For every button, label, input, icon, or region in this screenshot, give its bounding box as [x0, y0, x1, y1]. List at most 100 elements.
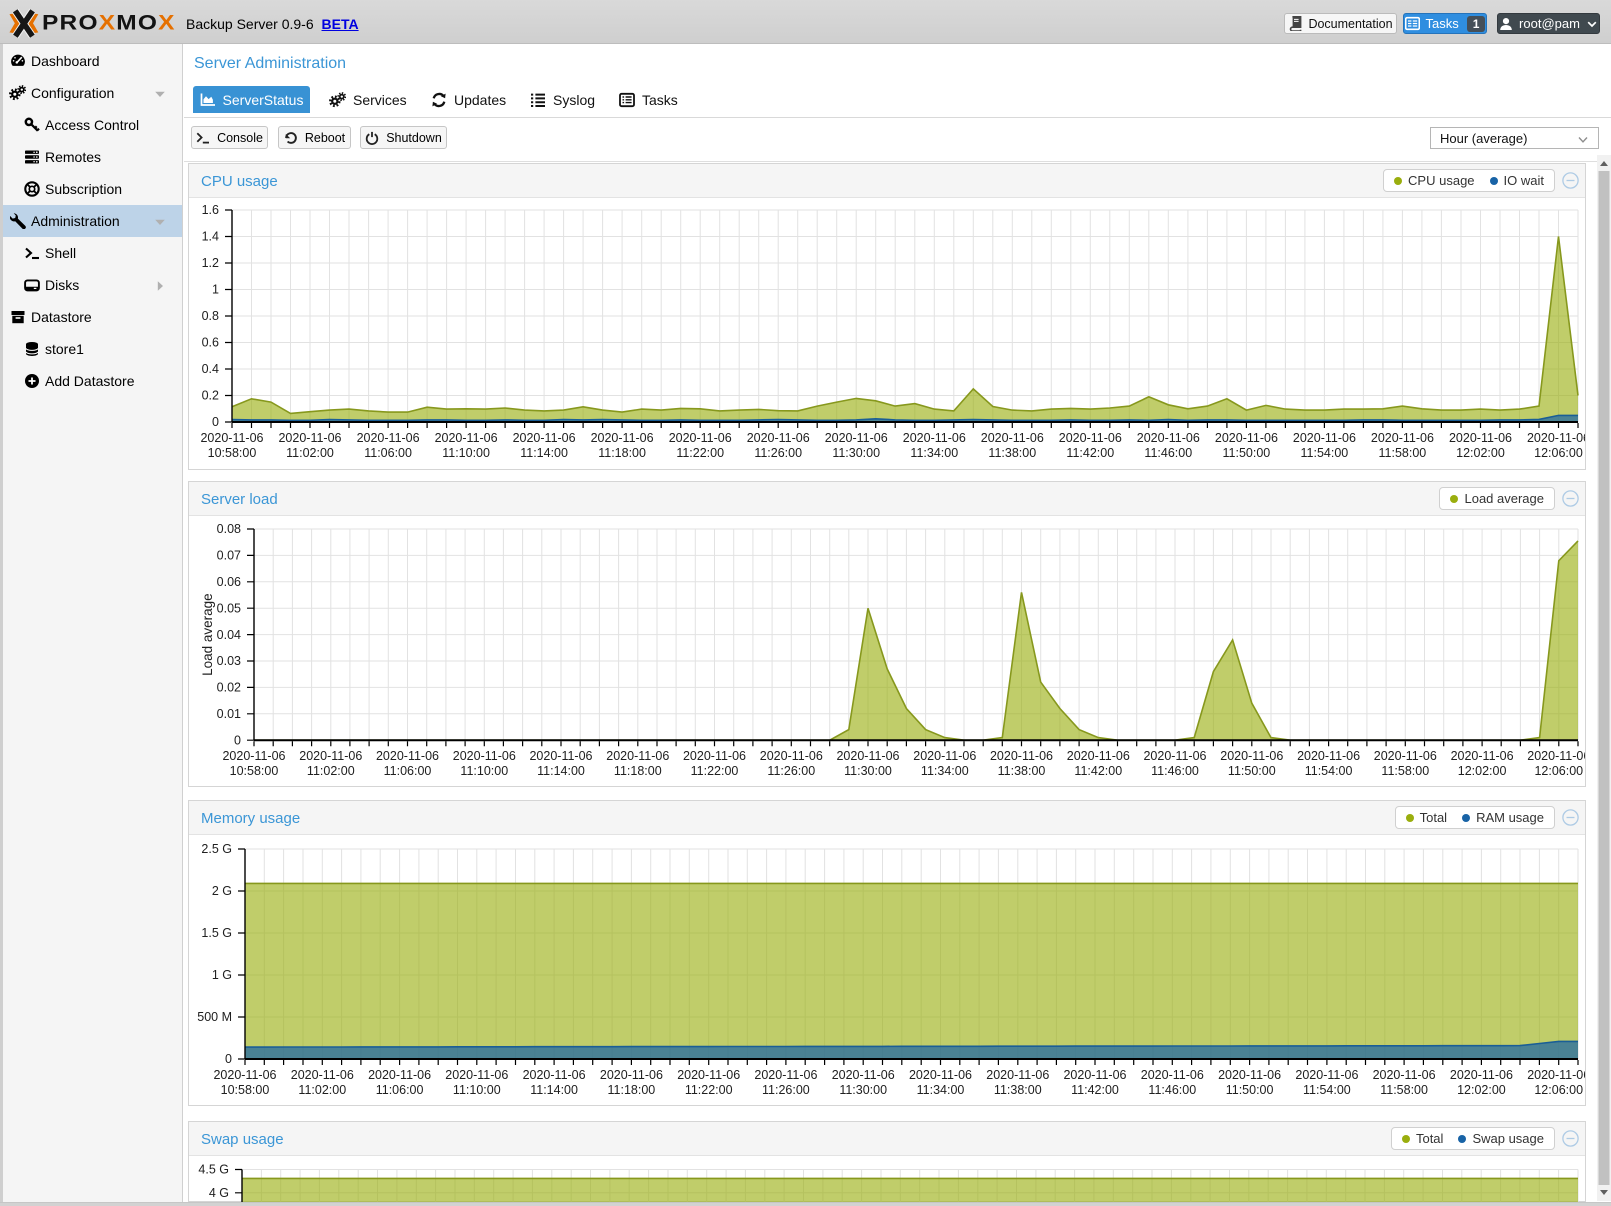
- svg-text:11:02:00: 11:02:00: [298, 1083, 346, 1097]
- svg-text:2020-11-06: 2020-11-06: [903, 431, 966, 445]
- svg-text:0.8: 0.8: [202, 309, 219, 323]
- svg-text:1 G: 1 G: [212, 968, 232, 982]
- svg-text:2020-11-06: 2020-11-06: [832, 1068, 895, 1082]
- svg-text:0.07: 0.07: [217, 549, 241, 563]
- svg-text:11:22:00: 11:22:00: [676, 446, 724, 460]
- svg-text:11:50:00: 11:50:00: [1228, 764, 1276, 778]
- svg-text:2020-11-06: 2020-11-06: [1067, 749, 1130, 763]
- svg-text:2020-11-06: 2020-11-06: [606, 749, 669, 763]
- svg-text:2020-11-06: 2020-11-06: [453, 749, 516, 763]
- svg-text:11:54:00: 11:54:00: [1303, 1083, 1351, 1097]
- svg-text:11:10:00: 11:10:00: [453, 1083, 501, 1097]
- svg-text:11:42:00: 11:42:00: [1071, 1083, 1119, 1097]
- svg-text:0: 0: [212, 415, 219, 429]
- svg-text:11:26:00: 11:26:00: [762, 1083, 810, 1097]
- svg-text:11:18:00: 11:18:00: [608, 1083, 656, 1097]
- svg-text:1.2: 1.2: [202, 256, 219, 270]
- svg-text:0: 0: [225, 1052, 232, 1066]
- svg-text:2020-11-06: 2020-11-06: [1215, 431, 1278, 445]
- svg-text:2020-11-06: 2020-11-06: [1063, 1068, 1126, 1082]
- svg-text:2020-11-06: 2020-11-06: [1527, 749, 1585, 763]
- svg-text:11:22:00: 11:22:00: [691, 764, 739, 778]
- svg-text:2020-11-06: 2020-11-06: [990, 749, 1053, 763]
- svg-text:12:06:00: 12:06:00: [1534, 446, 1583, 460]
- svg-text:2020-11-06: 2020-11-06: [1141, 1068, 1204, 1082]
- svg-text:11:06:00: 11:06:00: [376, 1083, 424, 1097]
- svg-text:11:46:00: 11:46:00: [1151, 764, 1199, 778]
- svg-text:500 M: 500 M: [197, 1010, 232, 1024]
- svg-text:10:58:00: 10:58:00: [230, 764, 279, 778]
- svg-text:2 G: 2 G: [212, 884, 232, 898]
- svg-text:10:58:00: 10:58:00: [221, 1083, 270, 1097]
- svg-text:2020-11-06: 2020-11-06: [683, 749, 746, 763]
- svg-text:2020-11-06: 2020-11-06: [278, 431, 341, 445]
- svg-text:11:58:00: 11:58:00: [1379, 446, 1427, 460]
- svg-text:11:58:00: 11:58:00: [1381, 764, 1429, 778]
- svg-text:11:10:00: 11:10:00: [442, 446, 490, 460]
- svg-text:0.04: 0.04: [217, 628, 241, 642]
- svg-text:11:54:00: 11:54:00: [1305, 764, 1353, 778]
- svg-text:2020-11-06: 2020-11-06: [1220, 749, 1283, 763]
- svg-text:2020-11-06: 2020-11-06: [1143, 749, 1206, 763]
- svg-text:2020-11-06: 2020-11-06: [825, 431, 888, 445]
- svg-text:11:46:00: 11:46:00: [1148, 1083, 1196, 1097]
- svg-text:2020-11-06: 2020-11-06: [200, 431, 263, 445]
- svg-text:2020-11-06: 2020-11-06: [913, 749, 976, 763]
- svg-text:2020-11-06: 2020-11-06: [747, 431, 810, 445]
- svg-text:1.4: 1.4: [202, 230, 219, 244]
- svg-text:12:02:00: 12:02:00: [1456, 446, 1505, 460]
- svg-text:0.6: 0.6: [202, 336, 219, 350]
- svg-text:2020-11-06: 2020-11-06: [445, 1068, 508, 1082]
- svg-text:11:30:00: 11:30:00: [832, 446, 880, 460]
- svg-text:0: 0: [234, 733, 241, 747]
- svg-text:11:50:00: 11:50:00: [1226, 1083, 1274, 1097]
- svg-text:2020-11-06: 2020-11-06: [1137, 431, 1200, 445]
- svg-text:2020-11-06: 2020-11-06: [1374, 749, 1437, 763]
- svg-text:11:06:00: 11:06:00: [364, 446, 412, 460]
- svg-text:11:38:00: 11:38:00: [998, 764, 1046, 778]
- svg-text:0.03: 0.03: [217, 654, 241, 668]
- svg-text:2020-11-06: 2020-11-06: [600, 1068, 663, 1082]
- svg-text:2020-11-06: 2020-11-06: [1373, 1068, 1436, 1082]
- svg-text:11:26:00: 11:26:00: [754, 446, 802, 460]
- svg-text:11:42:00: 11:42:00: [1066, 446, 1114, 460]
- svg-text:11:06:00: 11:06:00: [384, 764, 432, 778]
- svg-text:11:38:00: 11:38:00: [994, 1083, 1042, 1097]
- svg-text:11:50:00: 11:50:00: [1223, 446, 1271, 460]
- svg-text:2020-11-06: 2020-11-06: [291, 1068, 354, 1082]
- svg-text:2020-11-06: 2020-11-06: [368, 1068, 431, 1082]
- svg-text:11:30:00: 11:30:00: [839, 1083, 887, 1097]
- svg-text:Load average: Load average: [200, 593, 215, 676]
- svg-text:11:54:00: 11:54:00: [1301, 446, 1349, 460]
- svg-text:2020-11-06: 2020-11-06: [523, 1068, 586, 1082]
- svg-text:2020-11-06: 2020-11-06: [836, 749, 899, 763]
- svg-text:0.2: 0.2: [202, 389, 219, 403]
- svg-text:2020-11-06: 2020-11-06: [1297, 749, 1360, 763]
- svg-text:1: 1: [212, 283, 219, 297]
- svg-text:2020-11-06: 2020-11-06: [760, 749, 823, 763]
- svg-text:11:34:00: 11:34:00: [910, 446, 958, 460]
- svg-text:2020-11-06: 2020-11-06: [1059, 431, 1122, 445]
- svg-text:2020-11-06: 2020-11-06: [299, 749, 362, 763]
- svg-text:2020-11-06: 2020-11-06: [1293, 431, 1356, 445]
- svg-text:2020-11-06: 2020-11-06: [981, 431, 1044, 445]
- svg-text:11:18:00: 11:18:00: [614, 764, 662, 778]
- svg-text:2020-11-06: 2020-11-06: [1527, 431, 1585, 445]
- svg-text:2020-11-06: 2020-11-06: [529, 749, 592, 763]
- svg-text:11:14:00: 11:14:00: [530, 1083, 578, 1097]
- svg-text:11:30:00: 11:30:00: [844, 764, 892, 778]
- svg-text:0.02: 0.02: [217, 681, 241, 695]
- svg-text:2020-11-06: 2020-11-06: [1218, 1068, 1281, 1082]
- svg-text:2.5 G: 2.5 G: [201, 842, 232, 856]
- svg-text:0.05: 0.05: [217, 601, 241, 615]
- svg-text:11:10:00: 11:10:00: [460, 764, 508, 778]
- svg-text:0.08: 0.08: [217, 522, 241, 536]
- svg-text:11:34:00: 11:34:00: [921, 764, 969, 778]
- svg-text:2020-11-06: 2020-11-06: [986, 1068, 1049, 1082]
- svg-text:2020-11-06: 2020-11-06: [435, 431, 498, 445]
- svg-text:2020-11-06: 2020-11-06: [1527, 1068, 1585, 1082]
- svg-text:2020-11-06: 2020-11-06: [513, 431, 576, 445]
- svg-text:11:34:00: 11:34:00: [917, 1083, 965, 1097]
- svg-text:4.5 G: 4.5 G: [198, 1163, 229, 1177]
- svg-text:2020-11-06: 2020-11-06: [1295, 1068, 1358, 1082]
